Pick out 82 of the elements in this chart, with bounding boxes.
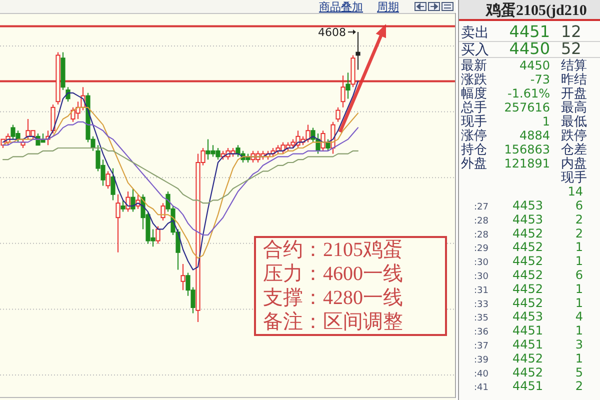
annotation: 合约：2105鸡蛋 xyxy=(263,239,403,261)
text: -73 xyxy=(530,72,550,86)
text: :35 xyxy=(474,314,488,324)
text: 12 xyxy=(561,22,582,41)
text: 4884 xyxy=(519,128,550,142)
text: 鸡蛋2105(jd210 xyxy=(485,2,587,19)
text: 4451 xyxy=(512,324,543,338)
text: 仓差 xyxy=(561,142,587,156)
text: 4453 xyxy=(512,212,543,226)
text: 121891 xyxy=(504,156,550,170)
text: 2 xyxy=(575,226,583,240)
text: 156863 xyxy=(504,142,550,156)
text: 最新 xyxy=(461,58,487,72)
text: 外盘 xyxy=(461,156,487,170)
text: 4451 xyxy=(512,379,543,394)
text: 最高 xyxy=(561,100,587,114)
text: :41 xyxy=(474,383,488,394)
text: 6 xyxy=(575,268,583,282)
text: 现手 xyxy=(561,170,587,184)
text: 14 xyxy=(568,184,583,198)
text: 4452 xyxy=(512,254,543,268)
text: 周期 xyxy=(377,2,399,14)
text: 商品叠加 xyxy=(319,0,363,14)
text: 4453 xyxy=(512,310,543,324)
text: 总手 xyxy=(460,100,487,114)
text: 6 xyxy=(575,198,583,212)
text: 4452 xyxy=(512,268,543,282)
text: 1 xyxy=(575,296,583,310)
text: 4451 xyxy=(509,22,550,41)
text: 4452 xyxy=(512,365,543,380)
annotation: 支撑：4280一线 xyxy=(263,287,403,309)
text: 跌停 xyxy=(561,128,587,142)
text: 内盘 xyxy=(561,156,587,170)
text: 卖出 xyxy=(461,25,489,41)
text: 1 xyxy=(575,324,583,338)
text: 1 xyxy=(542,114,550,128)
text: :31 xyxy=(474,286,488,296)
text: 4452 xyxy=(512,282,543,296)
text: 买入 xyxy=(461,42,489,58)
text: :33 xyxy=(474,300,488,310)
text: 现手 xyxy=(461,114,487,128)
text: 幅度 xyxy=(461,86,487,100)
text: 涨停 xyxy=(461,128,487,142)
annotation: 压力：4600一线 xyxy=(263,263,403,285)
text: :30 xyxy=(474,258,489,268)
text: 最低 xyxy=(561,114,587,128)
text: 1 xyxy=(575,282,583,296)
text: 4451 xyxy=(512,338,543,352)
text: :28 xyxy=(474,230,489,240)
text: 1 xyxy=(575,351,583,366)
text: 1 xyxy=(575,240,583,254)
text: 昨结 xyxy=(561,72,587,86)
text: :40 xyxy=(474,369,489,380)
text: :37 xyxy=(474,342,488,352)
text: :28 xyxy=(474,216,489,226)
text: 1 xyxy=(575,254,583,268)
text: 2 xyxy=(575,379,583,394)
text: 5 xyxy=(575,365,583,380)
text: 结算 xyxy=(561,58,587,72)
text: 4452 xyxy=(512,240,543,254)
annotation: 4608 xyxy=(318,26,346,39)
text: :39 xyxy=(474,355,489,366)
text: 52 xyxy=(561,39,582,58)
text: :27 xyxy=(474,202,488,212)
text: 4453 xyxy=(512,198,543,212)
text: 涨跌 xyxy=(461,72,487,86)
annotation: 备注：区间调整 xyxy=(263,311,403,333)
text: 4450 xyxy=(519,58,550,72)
text: 4452 xyxy=(512,296,543,310)
text: 开盘 xyxy=(561,86,587,100)
text: 3 xyxy=(575,338,583,352)
text: :30 xyxy=(474,272,489,282)
text: 2 xyxy=(575,212,583,226)
text: 4 xyxy=(575,310,583,324)
text: 4452 xyxy=(512,226,543,240)
text: -1.61% xyxy=(508,86,550,100)
text: :36 xyxy=(474,328,489,338)
text: :29 xyxy=(474,244,489,254)
text: 4450 xyxy=(509,39,550,58)
text: 持仓 xyxy=(461,142,487,156)
text: 4452 xyxy=(512,351,543,366)
text: 257616 xyxy=(504,100,550,114)
